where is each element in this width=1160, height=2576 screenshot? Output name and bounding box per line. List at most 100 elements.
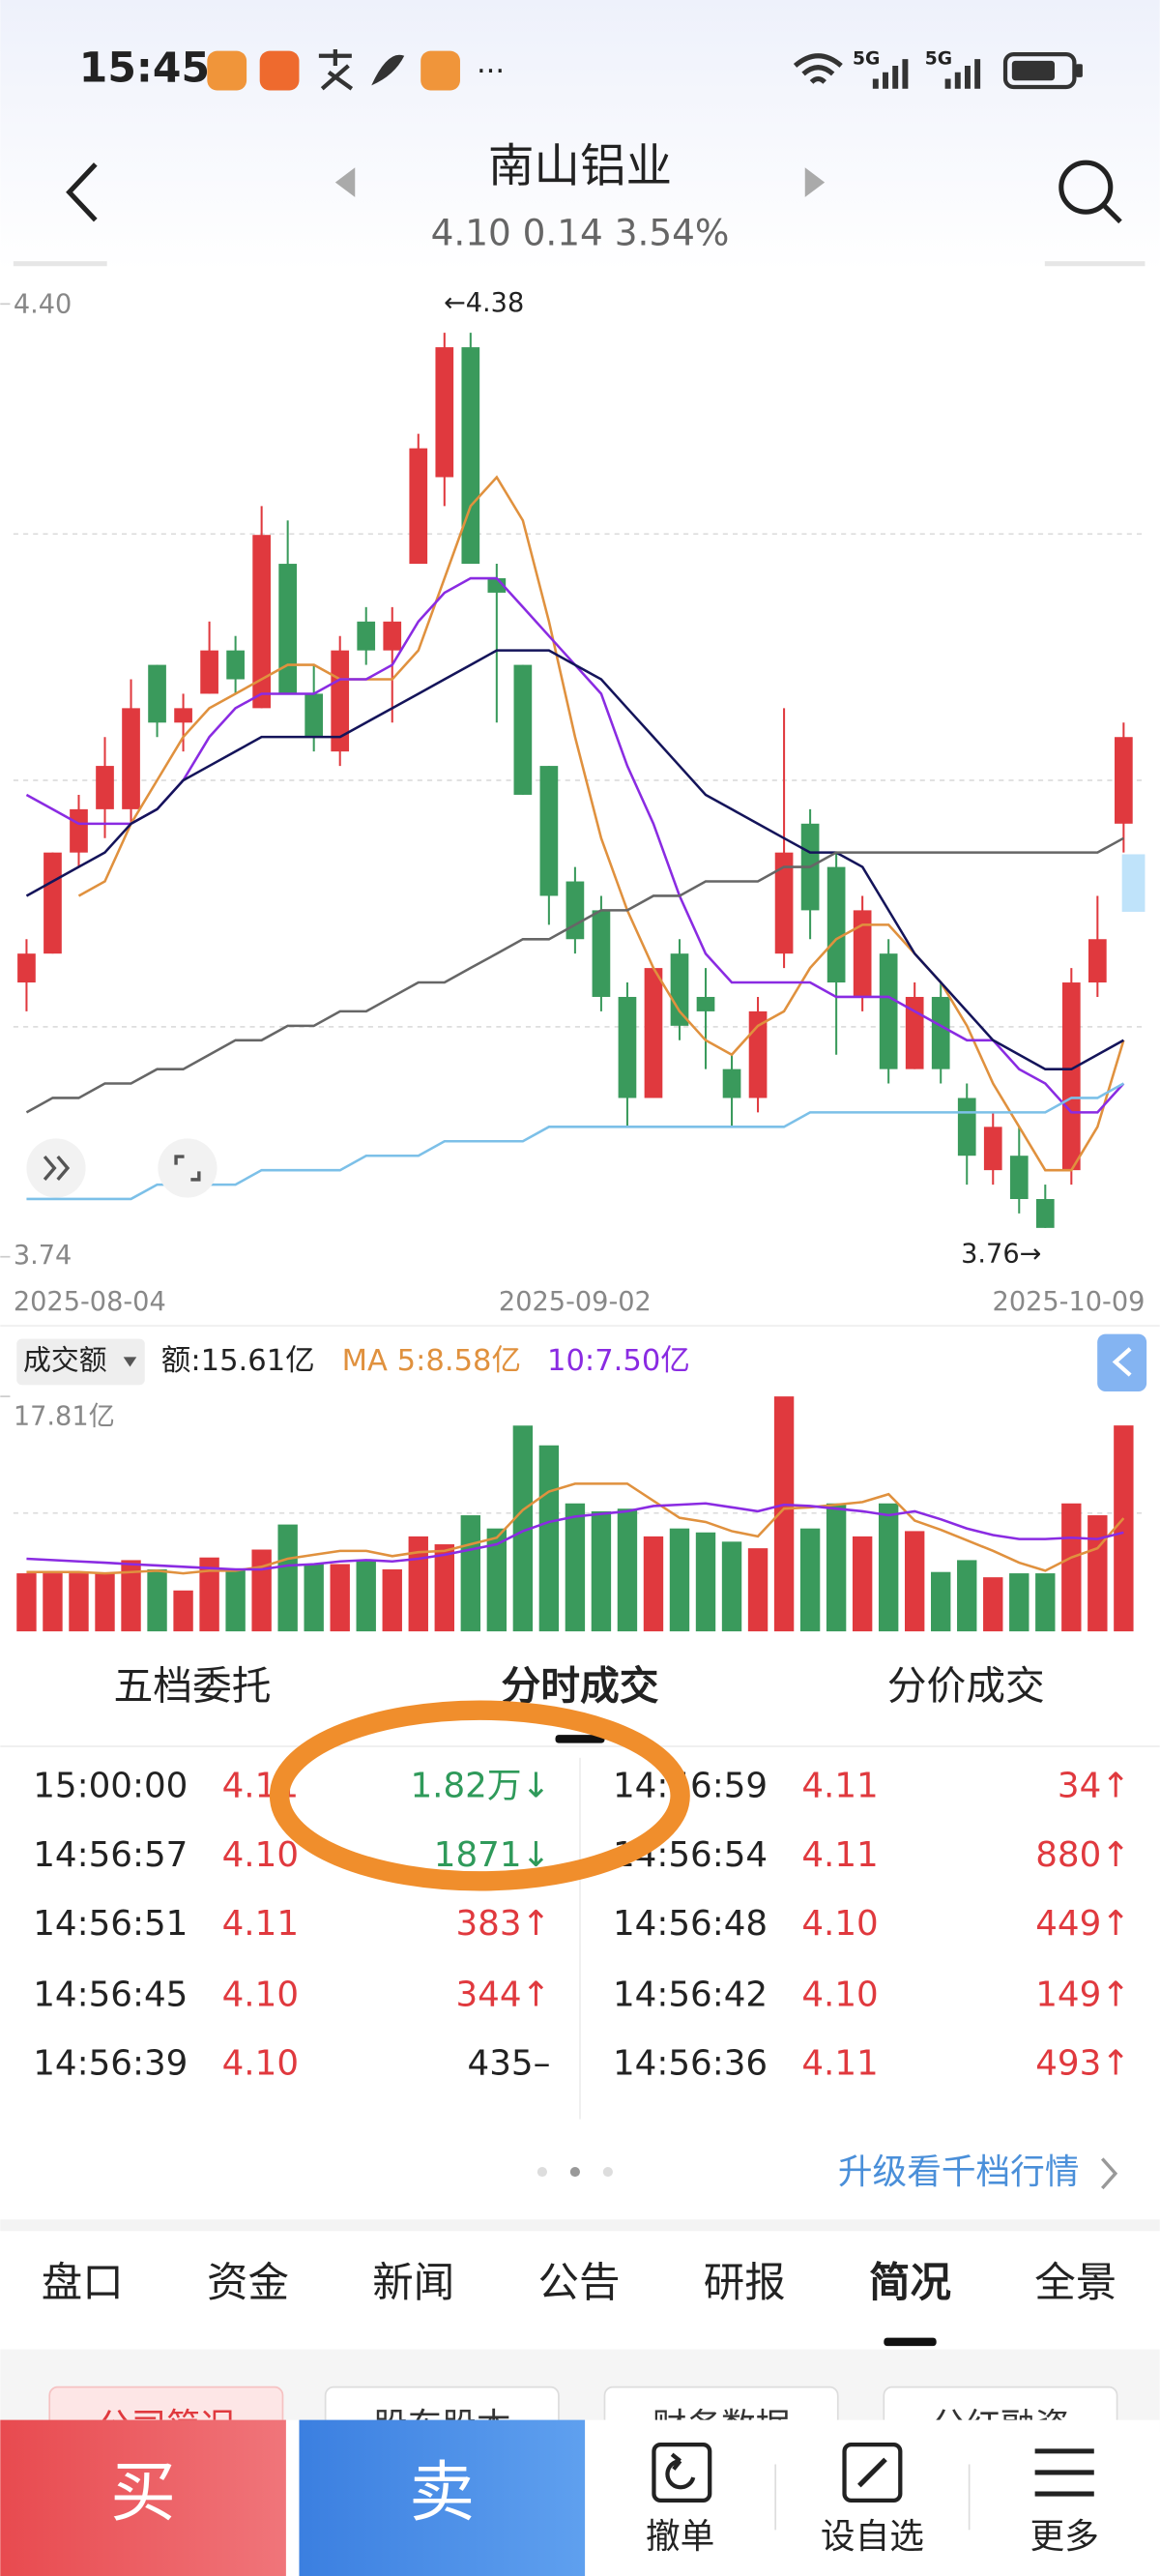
trade-time: 14:56:48 <box>613 1904 768 1944</box>
candle-body <box>826 866 846 983</box>
trade-time: 14:56:59 <box>613 1766 768 1805</box>
ma-line <box>25 836 1124 1114</box>
next-stock[interactable] <box>804 167 826 197</box>
prev-stock[interactable] <box>334 167 356 197</box>
volume-ma-line <box>26 1482 1125 1575</box>
candle-body <box>513 664 533 795</box>
candle-body <box>278 564 298 694</box>
section-gap <box>0 2219 1160 2232</box>
status-app-icons: ··· <box>207 48 505 91</box>
x-tick-label: 2025-08-04 <box>14 1287 166 1317</box>
volume-bar <box>95 1573 115 1632</box>
volume-selector[interactable] <box>16 1338 145 1386</box>
nav-tab[interactable]: 简况 <box>869 2260 951 2307</box>
signal-label: 5G <box>853 49 880 70</box>
trade-tabs: 五档委托 分时成交 分价成交 <box>114 1663 1045 1710</box>
candle-body <box>1061 982 1081 1171</box>
back-button[interactable] <box>66 162 98 222</box>
fullscreen-button[interactable] <box>158 1138 218 1198</box>
trade-tab[interactable]: 分价成交 <box>887 1663 1045 1710</box>
cancel-icon[interactable] <box>652 2442 712 2503</box>
trade-price: 4.11 <box>801 1835 878 1875</box>
candle-body <box>1088 939 1107 983</box>
trade-price: 4.11 <box>801 2044 878 2084</box>
action-label[interactable]: 更多 <box>1030 2517 1099 2557</box>
candle-body <box>148 664 166 723</box>
volume-amount: 额:15.61亿 <box>161 1344 315 1378</box>
sell-button[interactable] <box>299 2419 586 2576</box>
buy-label[interactable]: 买 <box>110 2455 176 2532</box>
candle-body <box>879 953 898 1069</box>
volume-bar <box>16 1573 37 1632</box>
y-tick-label: 17.81亿 <box>14 1402 115 1432</box>
candle-body <box>1115 737 1133 824</box>
page-dots <box>536 2166 613 2178</box>
tab-indicator <box>555 1735 605 1743</box>
candle-body <box>409 448 428 565</box>
volume-bar <box>826 1503 847 1632</box>
trade-tab[interactable]: 五档委托 <box>114 1663 272 1710</box>
candle-body <box>592 910 611 997</box>
candle-body <box>539 766 559 896</box>
watchlist-icon[interactable] <box>842 2442 903 2503</box>
sell-label[interactable]: 卖 <box>409 2455 475 2532</box>
nav-tab[interactable]: 全景 <box>1034 2260 1116 2307</box>
volume-bar <box>147 1568 167 1632</box>
trade-tab[interactable]: 分时成交 <box>501 1663 658 1710</box>
candle-body <box>670 953 689 1026</box>
volume-bar <box>773 1396 795 1632</box>
volume-bar <box>460 1515 481 1632</box>
collapse-icon <box>1112 1347 1132 1377</box>
trade-time: 14:56:45 <box>33 1975 188 2014</box>
stock-title: 南山铝业 <box>488 140 672 193</box>
volume-bar <box>1061 1503 1082 1632</box>
annotation-low: 3.76→ <box>961 1240 1041 1270</box>
volume-bar <box>512 1425 534 1632</box>
nav-tab[interactable]: 盘口 <box>42 2260 124 2307</box>
more-icon[interactable] <box>1034 2448 1094 2497</box>
candle-body <box>1009 1156 1029 1199</box>
candle-body <box>566 881 585 940</box>
stock-quote: 4.10 0.14 3.54% <box>431 211 730 253</box>
volume-title[interactable]: 成交额 <box>23 1343 107 1376</box>
volume-bar <box>904 1531 925 1632</box>
nav-tab[interactable]: 公告 <box>538 2260 621 2307</box>
volume-bar <box>931 1571 951 1632</box>
trade-volume: 1871↓ <box>434 1835 551 1875</box>
trade-volume: 383↑ <box>455 1904 550 1944</box>
volume-bar <box>799 1528 821 1632</box>
candle-body <box>644 968 663 1098</box>
candle-body <box>931 996 950 1069</box>
nav-tab[interactable]: 新闻 <box>372 2260 454 2307</box>
action-label[interactable]: 撤单 <box>646 2517 714 2557</box>
candle-body <box>304 693 324 738</box>
expand-button[interactable] <box>26 1138 86 1198</box>
price-marker <box>1121 854 1146 912</box>
ma-line <box>25 649 1124 1070</box>
candle-body <box>226 650 245 680</box>
trade-time: 14:56:42 <box>613 1975 768 2014</box>
volume-bar <box>199 1557 219 1632</box>
candle-body <box>44 852 62 954</box>
chevron <box>1101 2157 1118 2190</box>
nav-tabs: 盘口 资金 新闻 公告 研报 简况 全景 <box>42 2260 1116 2307</box>
buy-button[interactable] <box>0 2419 286 2576</box>
action-label[interactable]: 设自选 <box>821 2517 924 2557</box>
nav-tab[interactable]: 资金 <box>207 2260 289 2307</box>
search-button[interactable] <box>1058 160 1122 224</box>
trade-list: 15:00:00 4.11 1.82万↓ 14:56:57 4.10 1871↓ 14:56… <box>33 1766 1130 2083</box>
annotation-high: ←4.38 <box>444 288 524 318</box>
volume-bar <box>1009 1573 1030 1632</box>
nav-tab[interactable]: 研报 <box>704 2260 786 2307</box>
collapse-button[interactable] <box>1097 1333 1147 1392</box>
volume-layer: 17.81亿 <box>0 1395 1134 1632</box>
volume-bar <box>356 1560 376 1632</box>
divider <box>1044 261 1146 267</box>
volume-bar <box>69 1573 89 1632</box>
trade-price: 4.11 <box>801 1766 878 1805</box>
upgrade-link[interactable]: 升级看千档行情 <box>838 2152 1080 2192</box>
trade-volume: 880↑ <box>1035 1835 1130 1875</box>
signal-label: 5G <box>925 49 952 70</box>
trade-volume: 1.82万↓ <box>410 1766 550 1805</box>
candle-body <box>252 535 271 709</box>
